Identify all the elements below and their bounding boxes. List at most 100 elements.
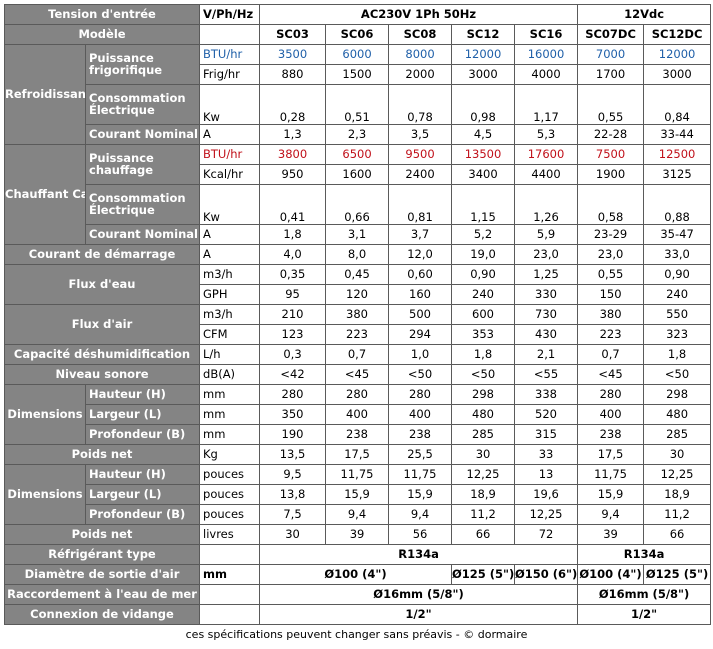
value-cell: 1,3 <box>259 124 327 145</box>
row-label: Poids net <box>3 444 201 465</box>
value-cell: 33 <box>514 444 579 465</box>
value-cell: 3125 <box>643 164 712 185</box>
value-cell: 2000 <box>388 64 453 85</box>
value-cell: 17,5 <box>577 444 645 465</box>
value-cell: 7,5 <box>259 504 327 525</box>
value-cell: 0,55 <box>577 84 645 125</box>
value-cell: 22-28 <box>577 124 645 145</box>
noise-level-row: Niveau sonore dB(A) <42 <45 <50 <50 <55 <45 <50 <box>3 364 712 385</box>
water-flow-gph-row: GPH 95 120 160 240 330 150 240 <box>5 284 712 305</box>
row-label: Modèle <box>3 24 201 45</box>
unit-cell: m3/h <box>199 264 261 285</box>
air-flow-cfm-row: CFM 123 223 294 353 430 223 323 <box>5 324 712 345</box>
value-cell: 430 <box>514 324 579 345</box>
value-cell: 0,51 <box>325 84 390 125</box>
value-cell: <45 <box>325 364 390 385</box>
value-cell: 280 <box>388 384 453 405</box>
model-name: SC03 <box>259 24 327 45</box>
value-cell: 33,0 <box>643 244 712 265</box>
cooling-current-row: Courant Nominal A 1,3 2,3 3,5 4,5 5,3 22-28 33-4… <box>5 124 712 145</box>
net-weight-kg-row: Poids net Kg 13,5 17,5 25,5 30 33 17,5 30 <box>3 444 712 465</box>
value-cell: 12,25 <box>451 464 516 485</box>
value-cell: 39 <box>325 524 390 545</box>
value-cell: 9500 <box>388 144 453 165</box>
value-cell: 11,75 <box>325 464 390 485</box>
row-label: Niveau sonore <box>3 364 201 385</box>
value-cell: Ø125 (5") <box>451 564 516 585</box>
row-label: Connexion de vidange <box>3 604 201 625</box>
unit-cell: A <box>199 124 261 145</box>
value-cell: 4,0 <box>259 244 327 265</box>
dims-in-depth-row: Profondeur (B) pouces 7,5 9,4 9,4 11,2 12,25 9,… <box>5 504 712 525</box>
row-label: Diamètre de sortie d'air <box>3 564 201 585</box>
param-label: Profondeur (B) <box>84 504 201 525</box>
model-name: SC07DC <box>577 24 645 45</box>
value-cell: 1700 <box>577 64 645 85</box>
value-cell: 16000 <box>514 44 579 65</box>
row-label: Courant de démarrage <box>3 244 201 265</box>
value-cell: 285 <box>643 424 712 445</box>
value-cell: 123 <box>259 324 327 345</box>
value-cell: 9,4 <box>388 504 453 525</box>
value-cell: 0,66 <box>325 184 390 225</box>
value-cell: 0,78 <box>388 84 453 125</box>
value-cell: 294 <box>388 324 453 345</box>
value-cell: <50 <box>643 364 712 385</box>
value-cell: 19,6 <box>514 484 579 505</box>
value-cell: 11,75 <box>577 464 645 485</box>
group-label: Chauffant Calefacción <box>4 144 86 245</box>
value-cell: 30 <box>643 444 712 465</box>
param-label: Puissance chauffage <box>84 144 201 185</box>
value-cell: 12000 <box>451 44 516 65</box>
drain-connection-row: Connexion de vidange 1/2" 1/2" <box>3 604 712 625</box>
value-cell: 15,9 <box>577 484 645 505</box>
value-cell: 238 <box>388 424 453 445</box>
value-cell: 0,98 <box>451 84 516 125</box>
value-cell: 190 <box>259 424 327 445</box>
value-cell: 223 <box>577 324 645 345</box>
value-cell: 285 <box>451 424 516 445</box>
row-label: Capacité déshumidification <box>3 344 201 365</box>
heating-btu-row: Chauffant CalefacciónPuissance chauffage… <box>4 144 712 245</box>
value-cell: 1,0 <box>388 344 453 365</box>
value-cell: 17,5 <box>325 444 390 465</box>
value-cell: 13,5 <box>259 444 327 465</box>
unit-cell <box>199 584 261 605</box>
value-cell: Ø16mm (5/8") <box>577 584 712 605</box>
value-cell: 1500 <box>325 64 390 85</box>
unit-cell: V/Ph/Hz <box>199 4 261 25</box>
value-cell: 400 <box>388 404 453 425</box>
value-cell: R134a <box>259 544 579 565</box>
dc-header: 12Vdc <box>577 4 712 25</box>
unit-cell <box>199 24 261 45</box>
value-cell: 5,2 <box>451 224 516 245</box>
value-cell: Ø16mm (5/8") <box>259 584 579 605</box>
group-label: Refroidissant <box>4 44 86 145</box>
net-weight-lb-row: Poids net livres 30 39 56 66 72 39 66 <box>3 524 712 545</box>
param-label: Hauteur (H) <box>84 464 201 485</box>
group-label: Dimensions <box>4 384 86 445</box>
group-label: Dimensions <box>4 464 86 525</box>
value-cell: 0,55 <box>577 264 645 285</box>
value-cell: 400 <box>325 404 390 425</box>
unit-cell: Kw <box>199 184 261 225</box>
value-cell: 6500 <box>325 144 390 165</box>
unit-cell: dB(A) <box>199 364 261 385</box>
value-cell: 23,0 <box>514 244 579 265</box>
seawater-connection-row: Raccordement à l'eau de mer Ø16mm (5/8") Ø… <box>3 584 712 605</box>
value-cell: 15,9 <box>388 484 453 505</box>
value-cell: 66 <box>643 524 712 545</box>
dims-in-height-row: Dimensions Hauteur (H) pouces 9,5 11,75 11,75… <box>4 464 712 525</box>
param-label: Hauteur (H) <box>84 384 201 405</box>
unit-cell: mm <box>199 384 261 405</box>
value-cell: 520 <box>514 404 579 425</box>
value-cell: R134a <box>577 544 712 565</box>
value-cell: 8,0 <box>325 244 390 265</box>
row-label: Raccordement à l'eau de mer <box>3 584 201 605</box>
param-label: Profondeur (B) <box>84 424 201 445</box>
value-cell: 39 <box>577 524 645 545</box>
value-cell: 12000 <box>643 44 712 65</box>
value-cell: 160 <box>388 284 453 305</box>
value-cell: 1,25 <box>514 264 579 285</box>
unit-cell: A <box>199 244 261 265</box>
